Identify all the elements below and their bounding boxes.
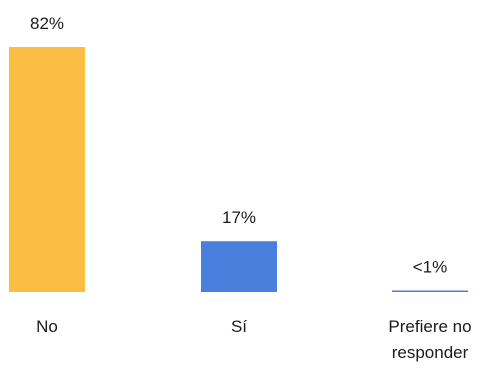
category-label-2: Prefiere no responder — [388, 317, 471, 362]
bar-1 — [201, 241, 277, 292]
category-label-2-line-1: responder — [392, 343, 469, 362]
category-labels-layer: No Sí Prefiere no responder — [36, 317, 471, 362]
category-label-1-line-0: Sí — [231, 317, 247, 336]
bar-2 — [392, 290, 468, 292]
category-label-0: No — [36, 317, 58, 336]
category-label-2-line-0: Prefiere no — [388, 317, 471, 336]
category-label-0-line-0: No — [36, 317, 58, 336]
category-label-1: Sí — [231, 317, 247, 336]
data-label-1: 17% — [222, 208, 256, 227]
data-label-2: <1% — [413, 258, 448, 277]
value-labels-layer: 82% 17% <1% — [30, 14, 447, 277]
bar-0 — [9, 47, 85, 292]
bars-layer — [9, 47, 468, 292]
data-label-0: 82% — [30, 14, 64, 33]
